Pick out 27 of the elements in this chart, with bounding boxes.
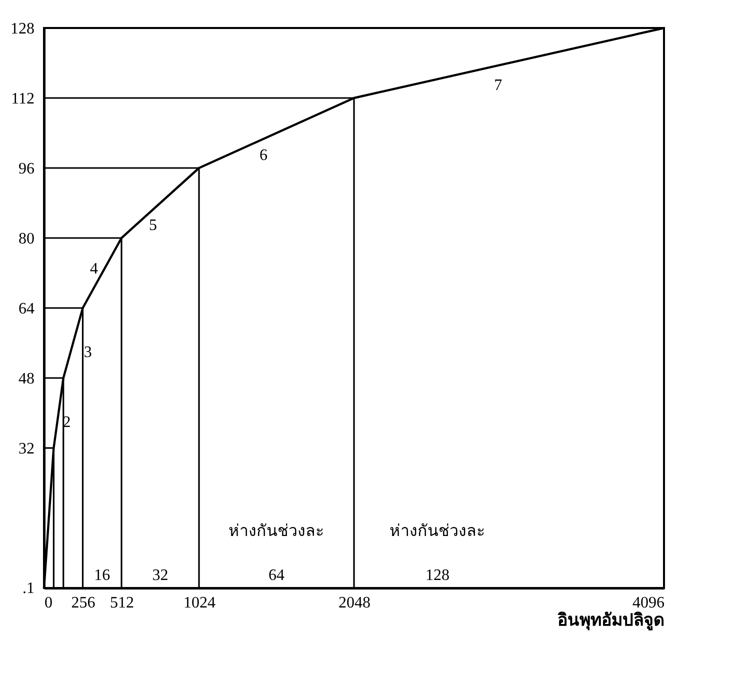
annotation: 128 — [426, 566, 450, 584]
x-tick-label: 512 — [110, 594, 134, 612]
annotation: 4 — [90, 260, 98, 278]
x-tick-label: 256 — [71, 594, 96, 612]
annotation: 16 — [94, 566, 110, 584]
x-axis-title: อินพุทอัมปลิจูด — [558, 610, 664, 632]
annotation: 5 — [148, 216, 157, 234]
annotation: 6 — [259, 146, 268, 164]
x-tick-label: 4096 — [632, 594, 664, 612]
annotation: ห่างกันช่วงละ — [390, 523, 486, 540]
y-tick-label: 48 — [18, 370, 34, 388]
annotation: 32 — [152, 566, 168, 584]
y-tick-label: 64 — [18, 300, 34, 318]
annotation: 2 — [62, 414, 71, 431]
y-tick-label: .1 — [22, 580, 34, 598]
y-tick-label: 112 — [11, 90, 34, 108]
x-tick-label: 2048 — [338, 594, 370, 612]
y-tick-label: 128 — [10, 20, 34, 38]
annotation: 7 — [494, 76, 502, 94]
y-tick-label: 96 — [18, 160, 34, 178]
annotation: 3 — [84, 344, 92, 361]
annotation: 64 — [268, 566, 284, 584]
x-tick-label: 1024 — [184, 594, 216, 612]
y-tick-label: 32 — [18, 440, 34, 458]
y-tick-label: 80 — [18, 230, 34, 248]
x-tick-label: 0 — [44, 594, 52, 612]
annotation: ห่างกันช่วงละ — [228, 523, 324, 540]
